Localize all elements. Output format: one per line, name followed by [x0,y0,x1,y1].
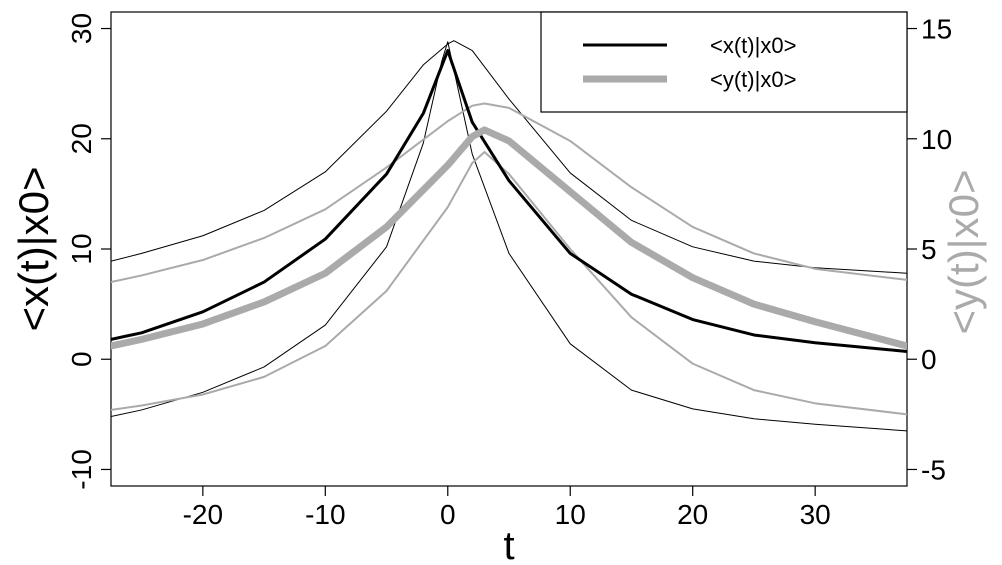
legend-x-label: <x(t)|x0> [710,33,796,58]
y-right-tick-label: -5 [921,454,946,485]
axes-layer: -20 -10 0 10 20 30 -10 0 10 20 30 -5 0 5 10 15 [66,13,952,530]
x-tick-label: -10 [305,499,345,530]
y-axis-left-title: <x(t)|x0> [10,167,57,332]
y-axis-right-title: <y(t)|x0> [940,170,987,335]
y-left-tick-label: 0 [66,351,97,367]
series-x-upper-line [111,40,907,274]
x-tick-label: 0 [440,499,456,530]
y-left-tick-label: -10 [66,449,97,489]
y-right-tick-label: 5 [921,234,937,265]
series-y-mean-line [111,126,907,350]
legend-y-label: <y(t)|x0> [710,67,796,92]
series-x-lower-line [111,41,907,432]
y-right-tick-label: 10 [921,124,952,155]
y-left-tick-label: 10 [66,233,97,264]
x-tick-label: 10 [555,499,586,530]
series-y-lower-line [111,151,907,416]
x-tick-label: 30 [800,499,831,530]
series-y-upper-line [111,102,907,284]
series-layer [111,40,907,432]
x-axis-title: t [503,524,514,565]
y-left-tick-label: 20 [66,123,97,154]
legend: <x(t)|x0> <y(t)|x0> [540,11,908,113]
x-tick-label: 20 [677,499,708,530]
y-right-tick-label: 15 [921,14,952,45]
y-left-tick-label: 30 [66,13,97,44]
x-tick-label: -20 [183,499,223,530]
series-x-mean-line [111,49,907,354]
legend-box [540,11,908,113]
y-right-tick-label: 0 [921,344,937,375]
